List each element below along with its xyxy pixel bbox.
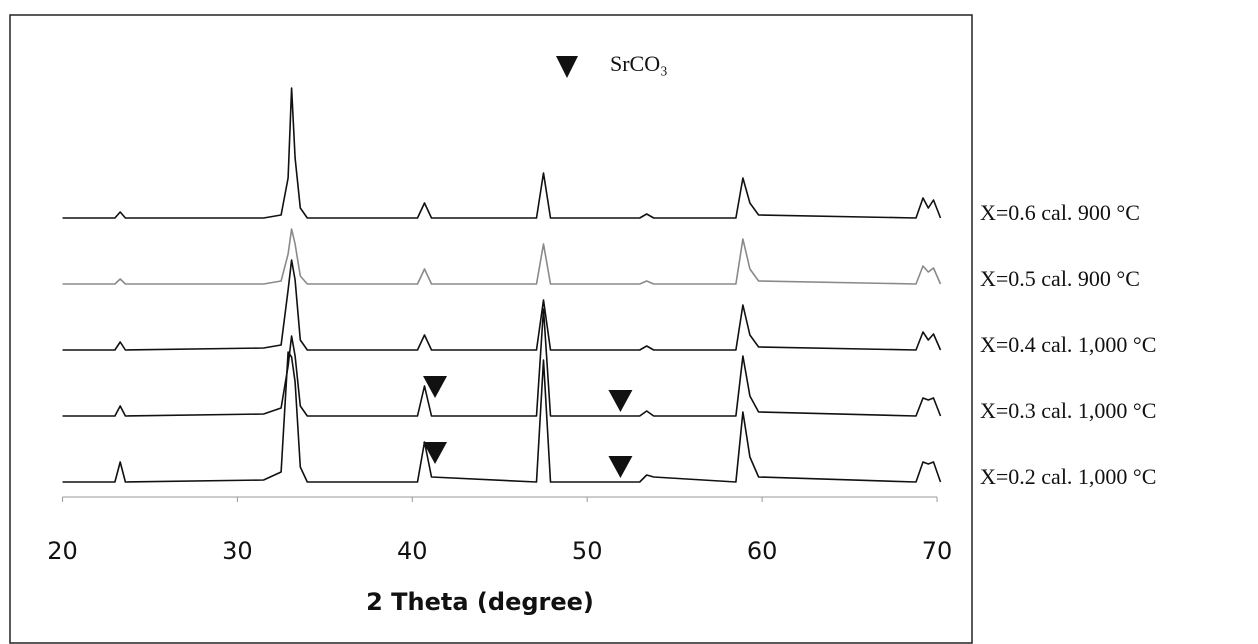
phase-marker: [608, 456, 633, 478]
plot-frame: [9, 14, 973, 644]
x-tick-label: 50: [572, 537, 603, 565]
x-tick-label: 70: [922, 537, 953, 565]
series-label: X=0.3 cal. 1,000 °C: [980, 398, 1156, 423]
xrd-trace: [62, 228, 942, 285]
phase-marker: [423, 442, 448, 464]
xrd-trace: [62, 87, 942, 219]
x-tick-label: 60: [747, 537, 778, 565]
x-axis-label: 2 Theta (degree): [366, 588, 594, 616]
xrd-trace: [62, 308, 942, 417]
series-label: X=0.5 cal. 900 °C: [980, 266, 1140, 291]
xrd-trace: [62, 351, 942, 483]
series-label: X=0.6 cal. 900 °C: [980, 200, 1140, 225]
phase-marker: [608, 390, 633, 412]
phase-marker: [423, 376, 448, 398]
x-tick-label: 20: [47, 537, 78, 565]
x-tick-label: 30: [222, 537, 253, 565]
series-label: X=0.4 cal. 1,000 °C: [980, 332, 1156, 357]
series-label: X=0.2 cal. 1,000 °C: [980, 464, 1156, 489]
legend-marker: [556, 56, 578, 78]
legend-label: SrCO₃: [610, 51, 668, 76]
x-tick-label: 40: [397, 537, 428, 565]
xrd-trace: [62, 259, 942, 351]
